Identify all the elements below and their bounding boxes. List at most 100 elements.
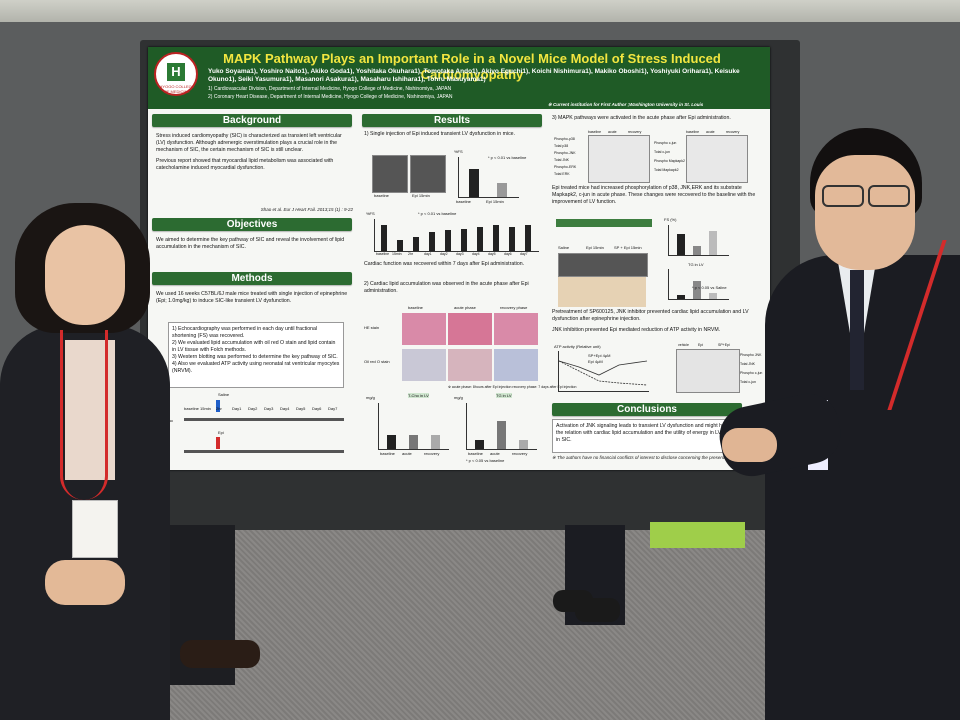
fs-bar-chart [458,157,519,198]
he-stain-recovery [494,313,538,345]
lipid-xlabel: baseline [468,451,483,456]
blot-row-label: Phospho c-jun [654,141,677,145]
r4-tg-chart [668,269,729,300]
conclusions-text: Activation of JNK signaling leads to tra… [552,419,742,453]
timeline-strip [556,219,652,227]
echo-label: baseline [374,193,389,198]
fs-timeseries-xlabel: 2hr [408,252,414,256]
atp-legend: Epi 4μM [588,359,603,364]
atp-blot-col: vehicle [678,343,689,347]
citation: Shao et al. Eur J Heart Fail. 2013;15 (1… [260,207,353,212]
methods-intro: We used 16 weeks C57BL/6J male mice trea… [156,291,348,304]
oilred-recovery [494,349,538,381]
epi-arrow [216,437,220,449]
logo-letter: H [167,63,185,81]
fs-timeseries-bar [461,228,467,251]
atp-blot-row: Phospho c-jun [740,371,763,375]
result-3-note: Epi treated mice had increased phosphory… [552,185,756,205]
timeline-label: Day5 [296,406,306,411]
fs-timeseries-xlabel: day2 [440,252,448,256]
blot-col-label: acute [608,130,617,134]
atp-blot-row: Total JNK [740,362,755,366]
method-step: 2) We evaluated lipid accumulation with … [172,340,336,353]
stain-row-label: Oil red O stain [364,359,390,364]
blot-row-label: Total Mapkapk2 [654,168,679,172]
fs-timeseries-bar [525,225,531,251]
echo-label: Epi 15min [412,193,430,198]
background-header: Background [152,114,352,127]
fs-timeseries-xlabel: day3 [456,252,464,256]
lipid-bar [519,439,528,449]
affiliation-2: 2) Coronary Heart Disease, Department of… [208,94,453,100]
r4-tg-bar [693,281,701,299]
fs-timeseries-bar [413,236,419,251]
echo-image-baseline [372,155,408,193]
r4-sig: * p < 0.05 vs Saline [692,285,727,290]
atp-chart [558,351,649,392]
atp-blot-col: SP+Epi [718,343,730,347]
woman-name-badge [72,500,118,558]
objectives-header: Objectives [152,218,352,231]
research-poster: H HYOGO COLLEGE OF MEDICINE MAPK Pathway… [148,47,770,470]
blot-row-label: Total c-jun [654,150,670,154]
atp-western-blot [676,349,740,393]
fs-timeseries-xlabel: baseline [376,252,390,256]
lipid-bar [497,421,506,449]
fs-timeseries-chart [374,219,539,252]
r4-tg-bar [677,294,685,299]
result-1-note: Cardiac function was recovered within 7 … [364,261,525,267]
fs-timeseries-xlabel: day7 [520,252,528,256]
atp-blot-col: Epi [698,343,704,347]
timeline-label: baseline [184,406,199,411]
timeline-label: 15min [200,406,211,411]
r4-label: Epi 15min [586,245,604,250]
timeline-epi: Epi [218,430,224,435]
blot-row-label: Phospho-ERK [554,165,577,169]
fs-timeseries-bar [445,230,451,251]
method-step: 3) Western blotting was performed to det… [172,354,338,360]
blot-row-label: Phospho-p38 [554,137,575,141]
r4-fs-label: FS (%) [664,217,677,222]
blot-col-label: baseline [686,130,700,134]
r4-label: Saline [558,245,570,250]
oilred-image-sp [558,277,646,307]
r4-fs-bar [709,231,717,255]
stain-col-label: baseline [408,305,423,310]
r4-tg-bar [709,293,717,299]
r4-fs-bar [693,246,701,255]
timeline-label: Day7 [328,406,338,411]
r4-label: SP + Epi 15min [614,245,642,250]
echo-image-epi [410,155,446,193]
r4-labels: Saline Epi 15min SP + Epi 15min [558,245,658,251]
timeline-label: 2hr [216,406,222,411]
shoe [575,598,620,622]
man-tie [850,270,864,390]
fs-timeseries-ylabel: %FS [366,211,375,216]
r4-fs-chart [668,225,729,256]
timeline-saline: Saline [218,392,230,397]
blot-col-label: baseline [588,130,602,134]
methods-timeline: Saline 2D echo baseline15min2hrDay1Day2D… [156,392,356,464]
fs-timeseries-xlabel: day6 [504,252,512,256]
fs-timeseries-bar [397,239,403,251]
stain-caption: ※ acute phase: 8hours after Epi injectio… [448,385,577,389]
western-blot-left [588,135,650,183]
fs-bar-epi [497,183,507,197]
fs-bar-label: baseline [456,199,471,204]
fs-timeseries-sig: * p < 0.01 vs baseline [418,211,457,216]
atp-blot-row: Phospho JNK [740,353,762,357]
fs-timeseries-xlabel: day4 [472,252,480,256]
stain-col-label: acute phase [454,305,476,310]
blot-row-label: Phospho-JNK [554,151,576,155]
methods-header: Methods [152,272,352,285]
fs-timeseries-bar [429,231,435,251]
timeline-label: Day2 [248,406,258,411]
stain-row-label: HE stain [364,325,380,330]
fs-sig-note: * p < 0.01 vs baseline [488,155,527,160]
current-institution-note: ※ Current institution for First Author ;… [548,102,704,107]
green-bag [650,522,745,548]
blot-row-label: Total p38 [554,144,569,148]
lipid-xlabel: recovery [424,451,440,456]
blot-col-label: recovery [726,130,740,134]
atp-lines [558,360,648,386]
